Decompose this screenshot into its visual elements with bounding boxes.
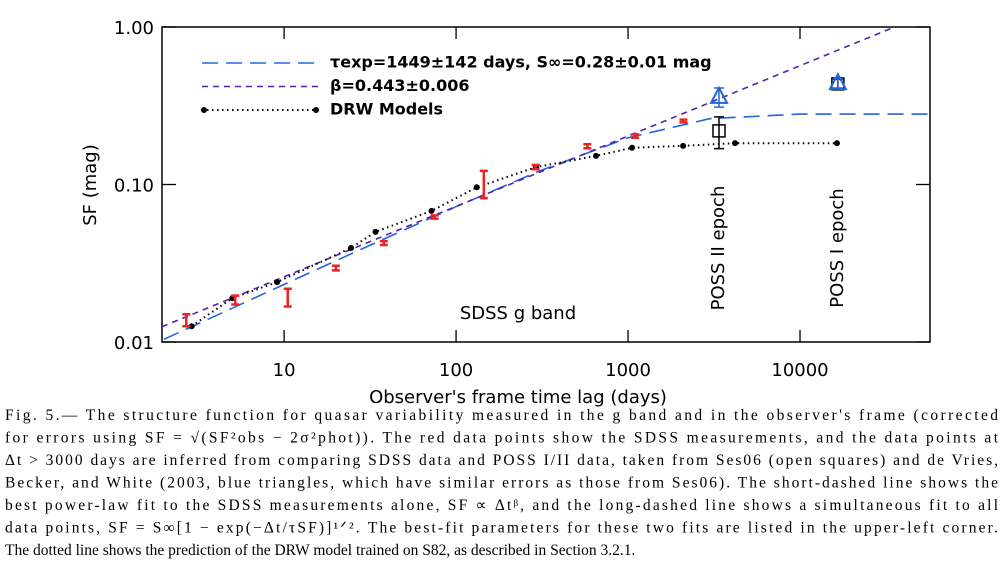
caption-line: for errors using SF = √(SF²obs − 2σ²phot…: [5, 430, 999, 447]
x-tick-label: 100: [439, 360, 473, 381]
point: [428, 207, 435, 214]
error-bar: [182, 313, 191, 328]
error-bar-line: [531, 163, 540, 171]
x-axis-label: Observer's frame time lag (days): [369, 387, 667, 408]
legend-label: τexp=1449±142 days, S∞=0.28±0.01 mag: [330, 53, 712, 72]
series-line: [162, 27, 895, 328]
caption-line: data points, SF = S∞[1 − exp(−Δt/τSF)]¹ᐟ…: [5, 520, 998, 537]
legend-swatch: [201, 107, 207, 113]
x-tick-label: 10: [273, 360, 296, 381]
legend-swatch: [313, 107, 319, 113]
annotation: POSS II epoch: [708, 186, 729, 311]
error-bar: [283, 287, 292, 308]
error-bar: [679, 118, 688, 124]
error-bar: [430, 214, 439, 220]
series-line: [163, 113, 930, 341]
error-bar-line: [679, 118, 688, 124]
caption-line: Δt > 3000 days are inferred from compari…: [5, 452, 998, 469]
y-tick-label: 0.10: [114, 176, 154, 197]
plot-frame: [161, 26, 931, 343]
point: [274, 279, 281, 286]
error-bar: [231, 294, 240, 306]
caption-line: best power-law fit to the SDSS measureme…: [5, 497, 998, 514]
y-tick-label: 0.01: [114, 333, 154, 354]
point: [473, 184, 480, 191]
error-bar: [583, 143, 592, 150]
error-bar-line: [182, 313, 191, 328]
point: [629, 144, 636, 151]
error-bar: [331, 264, 340, 272]
point: [833, 140, 840, 147]
point: [348, 245, 355, 252]
error-bar-line: [583, 143, 592, 150]
caption-line: The dotted line shows the prediction of …: [5, 542, 635, 559]
point: [188, 323, 195, 330]
error-bar: [379, 239, 388, 247]
error-bar: [531, 163, 540, 171]
point: [680, 142, 687, 149]
y-tick-label: 1.00: [114, 18, 154, 39]
caption-line: Becker, and White (2003, blue triangles,…: [5, 475, 998, 492]
error-bar-line: [331, 264, 340, 272]
annotation: SDSS g band: [460, 303, 576, 324]
plot-area: [162, 27, 930, 341]
point: [709, 85, 729, 104]
annotation: POSS I epoch: [827, 188, 848, 307]
error-bar-line: [713, 116, 724, 150]
error-bar: [631, 133, 640, 140]
error-bar-line: [479, 169, 488, 200]
legend-label: β=0.443±0.006: [330, 76, 469, 95]
x-tick-label: 1000: [605, 360, 651, 381]
point: [372, 228, 379, 235]
caption-line: Fig. 5.— The structure function for quas…: [5, 407, 998, 424]
point: [592, 152, 599, 159]
error-bar-line: [430, 214, 439, 220]
x-tick-label: 10000: [771, 360, 828, 381]
point: [732, 140, 739, 147]
error-bar-line: [283, 287, 292, 308]
error-bar-line: [631, 133, 640, 140]
error-bar: [479, 169, 488, 200]
point: [712, 124, 726, 138]
legend-label: DRW Models: [330, 100, 443, 119]
error-bar: [713, 116, 724, 150]
error-bar-line: [231, 294, 240, 306]
y-axis-label: SF (mag): [80, 144, 101, 226]
error-bar-line: [379, 239, 388, 247]
point: [828, 72, 848, 91]
